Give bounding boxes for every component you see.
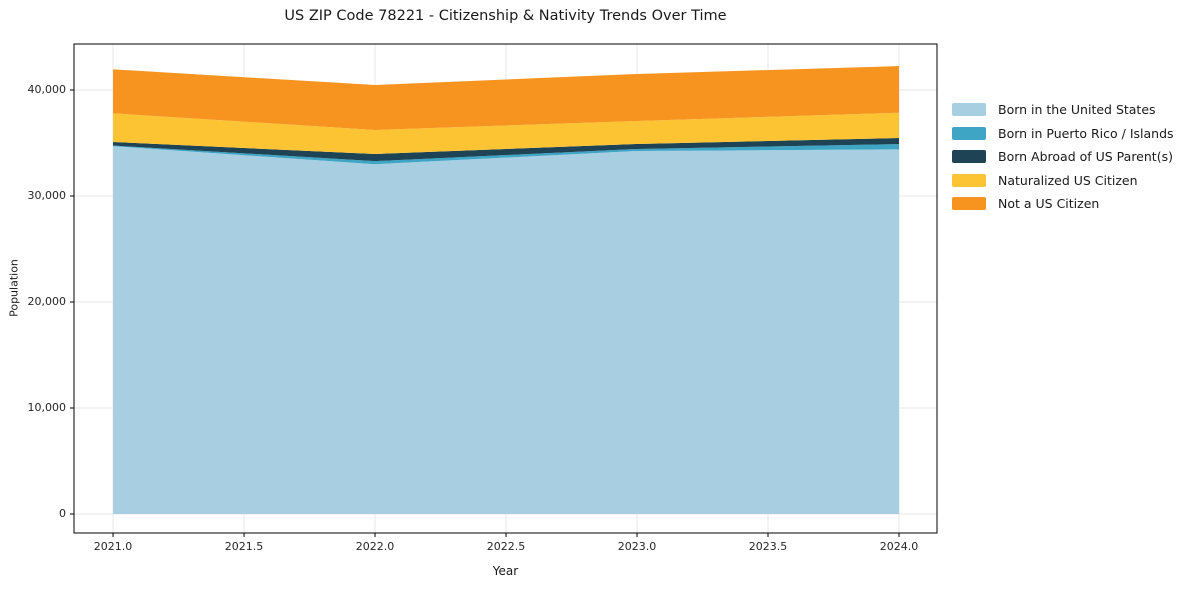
legend-item: Born in Puerto Rico / Islands xyxy=(952,125,1174,141)
x-tick-label: 2022.0 xyxy=(355,540,395,553)
y-tick-label: 0 xyxy=(59,507,66,520)
legend-label: Naturalized US Citizen xyxy=(998,172,1138,188)
legend-swatch xyxy=(952,150,986,164)
chart-title: US ZIP Code 78221 - Citizenship & Nativi… xyxy=(284,8,727,24)
x-axis-label: Year xyxy=(492,564,519,578)
legend-item: Not a US Citizen xyxy=(952,196,1174,212)
legend-swatch xyxy=(952,126,986,140)
legend-label: Born in Puerto Rico / Islands xyxy=(998,125,1174,141)
x-tick-label: 2021.5 xyxy=(224,540,264,553)
legend-item: Naturalized US Citizen xyxy=(952,172,1174,188)
x-tick-label: 2024.0 xyxy=(879,540,919,553)
legend: Born in the United States Born in Puerto… xyxy=(952,102,1174,221)
legend-swatch xyxy=(952,197,986,211)
y-tick-label: 30,000 xyxy=(27,189,67,202)
legend-swatch xyxy=(952,173,986,187)
y-tick-label: 10,000 xyxy=(27,401,67,414)
x-tick-label: 2023.5 xyxy=(748,540,788,553)
y-tick-label: 40,000 xyxy=(27,83,67,96)
legend-label: Born in the United States xyxy=(998,102,1156,118)
x-tick-label: 2022.5 xyxy=(486,540,526,553)
y-tick-label: 20,000 xyxy=(27,295,67,308)
legend-item: Born in the United States xyxy=(952,102,1174,118)
legend-item: Born Abroad of US Parent(s) xyxy=(952,149,1174,165)
x-tick-label: 2023.0 xyxy=(617,540,657,553)
legend-label: Not a US Citizen xyxy=(998,196,1100,212)
legend-label: Born Abroad of US Parent(s) xyxy=(998,149,1173,165)
x-tick-label: 2021.0 xyxy=(93,540,133,553)
legend-swatch xyxy=(952,103,986,117)
